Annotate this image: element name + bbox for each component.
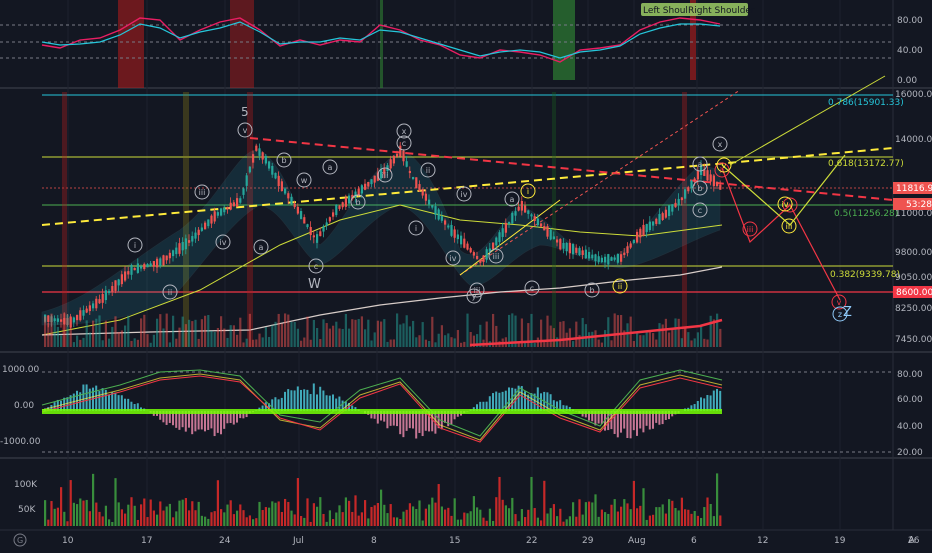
wave-label: c <box>698 206 702 215</box>
svg-text:60.00: 60.00 <box>897 395 923 405</box>
svg-text:53:28: 53:28 <box>906 200 932 210</box>
wave-label: i <box>415 224 417 233</box>
wave-label: x <box>718 140 723 149</box>
time-label: 8 <box>371 536 377 546</box>
wave-label: z <box>838 310 842 319</box>
wave-label: iv <box>450 254 457 263</box>
svg-text:100K: 100K <box>14 480 38 490</box>
scale-mode-auto[interactable]: A <box>908 535 915 546</box>
svg-text:1000.00: 1000.00 <box>2 365 39 375</box>
svg-text:40.00: 40.00 <box>897 422 923 432</box>
wave-label: c <box>402 139 406 148</box>
wave-label: ii <box>426 166 430 175</box>
wave-label: 5 <box>241 105 249 119</box>
svg-text:9050.00: 9050.00 <box>895 273 932 283</box>
wave-label: c <box>530 284 534 293</box>
time-label: 10 <box>62 536 74 546</box>
time-label: 19 <box>834 536 846 546</box>
shoulder-label-left: Left Shoul <box>643 6 688 16</box>
shoulder-label-right: Right Shoulder <box>688 6 755 16</box>
wave-label: iv <box>461 190 468 199</box>
time-label: 24 <box>219 536 231 546</box>
svg-text:0.00: 0.00 <box>14 401 34 411</box>
wave-label: a <box>510 195 515 204</box>
svg-text:40.00: 40.00 <box>897 46 923 56</box>
time-label: Aug <box>628 536 646 546</box>
wave-label: v <box>243 126 248 135</box>
wave-letter-w: W <box>308 277 321 292</box>
wave-label: a <box>698 160 703 169</box>
wave-letter-z: Z <box>843 305 852 320</box>
wave-label: a <box>259 243 264 252</box>
svg-text:14000.00: 14000.00 <box>895 135 932 145</box>
fib-label-0618: 0.618(13172.77) <box>828 159 904 169</box>
wave-label: b <box>355 198 360 207</box>
wave-label: iii <box>493 252 500 261</box>
wave-label: iii <box>382 171 389 180</box>
wave-label: i <box>134 241 136 250</box>
svg-text:80.00: 80.00 <box>897 16 923 26</box>
time-label: 6 <box>691 536 697 546</box>
wave-label: iii <box>747 225 754 234</box>
wave-label: b <box>589 286 594 295</box>
svg-text:8600.00: 8600.00 <box>896 288 932 298</box>
wave-label: a <box>328 163 333 172</box>
wave-label: v <box>722 161 727 170</box>
svg-text:50K: 50K <box>18 505 36 515</box>
wave-label: iii <box>786 222 793 231</box>
svg-text:80.00: 80.00 <box>897 370 923 380</box>
fib-label-0786: 0.786(15901.33) <box>828 98 904 108</box>
svg-text:20.00: 20.00 <box>897 448 923 458</box>
wave-label: iv <box>782 200 789 209</box>
wave-label: y <box>472 292 477 301</box>
svg-text:11000.00: 11000.00 <box>895 209 932 219</box>
svg-text:8250.00: 8250.00 <box>895 304 932 314</box>
svg-text:G: G <box>17 536 23 545</box>
svg-text:0.00: 0.00 <box>897 76 917 86</box>
fib-label-0382: 0.382(9339.78) <box>830 270 900 280</box>
wave-label: i <box>527 187 529 196</box>
time-label: 29 <box>582 536 594 546</box>
svg-text:7450.00: 7450.00 <box>895 335 932 345</box>
fib-label-05: 0.5(11256.28) <box>834 209 898 219</box>
wave-label: b <box>281 156 286 165</box>
wave-label: v <box>837 298 842 307</box>
svg-text:16000.00: 16000.00 <box>895 90 932 100</box>
wave-label: b <box>697 184 702 193</box>
svg-text:-1000.00: -1000.00 <box>0 437 41 447</box>
wave-label: x <box>402 127 407 136</box>
time-label: Jul <box>292 536 304 546</box>
svg-text:11816.91: 11816.91 <box>896 184 932 194</box>
wave-label: ii <box>168 288 172 297</box>
wave-label: iv <box>220 238 227 247</box>
wave-label: c <box>314 262 318 271</box>
time-label: 12 <box>757 536 768 546</box>
svg-text:9800.00: 9800.00 <box>895 248 932 258</box>
time-label: 15 <box>449 536 460 546</box>
wave-label: ii <box>618 282 622 291</box>
time-label: 17 <box>141 536 152 546</box>
time-label: 22 <box>526 536 537 546</box>
wave-label: w <box>301 176 308 185</box>
wave-label: iii <box>199 188 206 197</box>
